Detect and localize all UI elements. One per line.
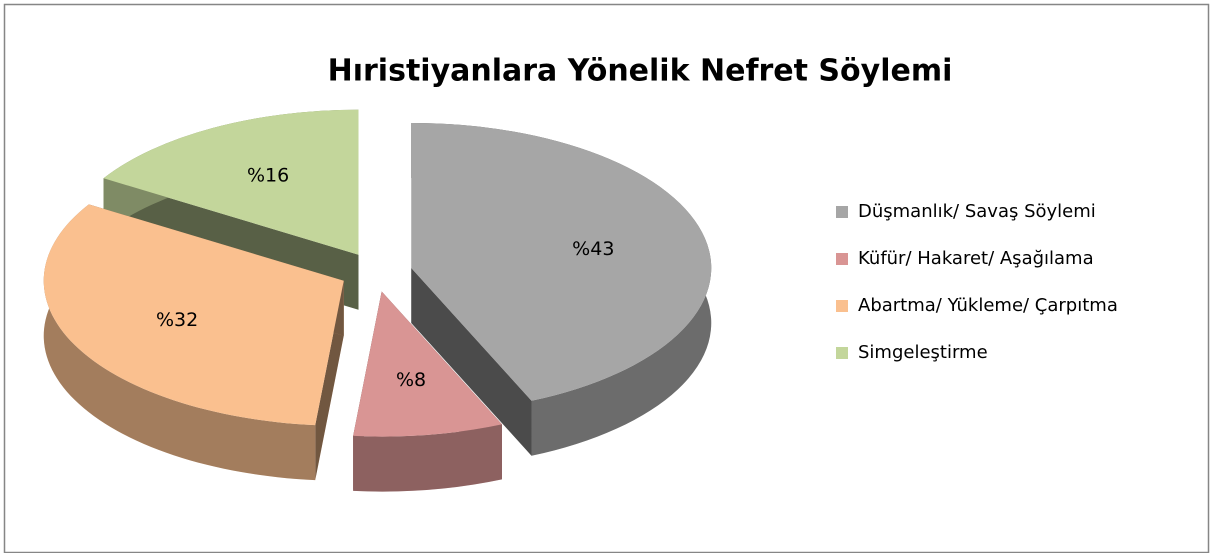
slice xyxy=(43,204,344,426)
slice xyxy=(411,122,712,401)
data-label: %16 xyxy=(247,165,289,187)
data-label: %8 xyxy=(396,369,426,391)
slice xyxy=(103,109,359,255)
slice-side-shade xyxy=(411,267,532,456)
legend-swatch xyxy=(836,300,848,312)
legend-swatch xyxy=(836,253,848,265)
slice-side-shade xyxy=(43,204,316,481)
legend-swatch xyxy=(836,206,848,218)
slice-side xyxy=(353,424,502,492)
slice-side xyxy=(43,204,316,481)
slice xyxy=(353,291,502,437)
legend-label: Abartma/ Yükleme/ Çarpıtma xyxy=(858,295,1118,316)
legend-label: Simgeleştirme xyxy=(858,342,988,363)
legend-label: Düşmanlık/ Savaş Söylemi xyxy=(858,201,1096,222)
slice-side-shade xyxy=(353,424,502,492)
legend-label: Küfür/ Hakaret/ Aşağılama xyxy=(858,248,1094,269)
data-label: %43 xyxy=(572,238,614,260)
legend-swatch xyxy=(836,347,848,359)
chart-title: Hıristiyanlara Yönelik Nefret Söylemi xyxy=(328,54,953,89)
data-label: %32 xyxy=(156,309,198,331)
